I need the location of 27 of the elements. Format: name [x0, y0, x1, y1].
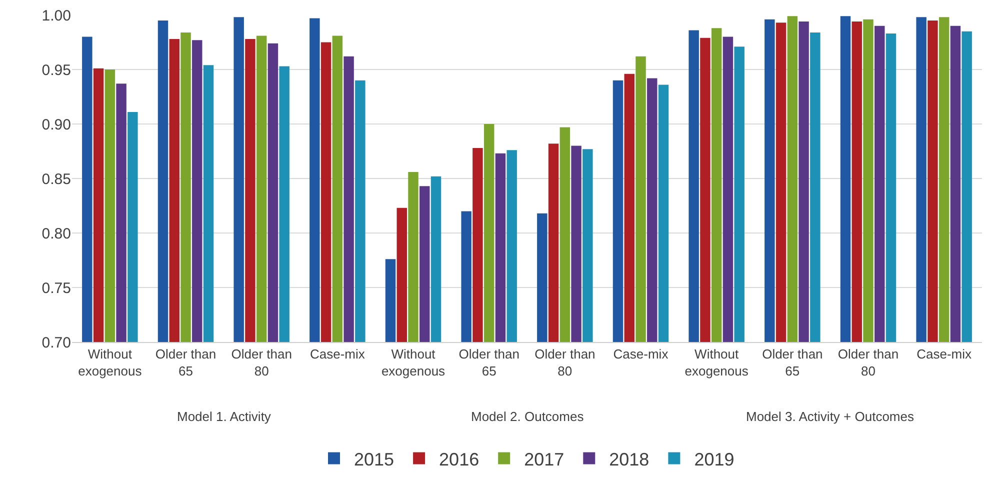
x-tick-label: Older than 80: [534, 346, 596, 378]
x-tick-label: Older than 65: [762, 346, 823, 378]
x-tick-label: Without exogenous: [381, 346, 446, 378]
x-tick-label: Older than 80: [838, 346, 899, 378]
text: Model 1. Activity: [177, 409, 272, 424]
x-tick-label: Case-mix: [613, 346, 669, 362]
y-tick-label: 0.80: [42, 225, 71, 242]
y-tick-label: 1.00: [42, 7, 71, 24]
legend-label: 2018: [609, 449, 650, 470]
x-tick-label: Older than 65: [155, 346, 216, 378]
x-tick-label: Older than 80: [231, 346, 292, 378]
y-tick-label: 0.70: [42, 334, 71, 352]
y-tick-label: 0.95: [42, 62, 71, 79]
legend-label: 2019: [694, 449, 734, 470]
x-tick-label: Without exogenous: [684, 346, 749, 378]
y-tick-label: 0.85: [42, 170, 71, 188]
text: Model 2. Outcomes: [471, 409, 584, 424]
y-tick-label: 0.75: [42, 280, 71, 297]
x-tick-label: Without exogenous: [78, 346, 142, 378]
text: Model 3. Activity + Outcomes: [746, 409, 914, 424]
legend-label: 2016: [439, 449, 480, 470]
legend-label: 2015: [354, 449, 394, 470]
legend-label: 2017: [524, 449, 564, 470]
x-tick-label: Case-mix: [916, 346, 972, 362]
y-tick-label: 0.90: [42, 116, 71, 134]
x-tick-label: Case-mix: [310, 346, 366, 362]
x-tick-label: Older than 65: [458, 346, 520, 378]
